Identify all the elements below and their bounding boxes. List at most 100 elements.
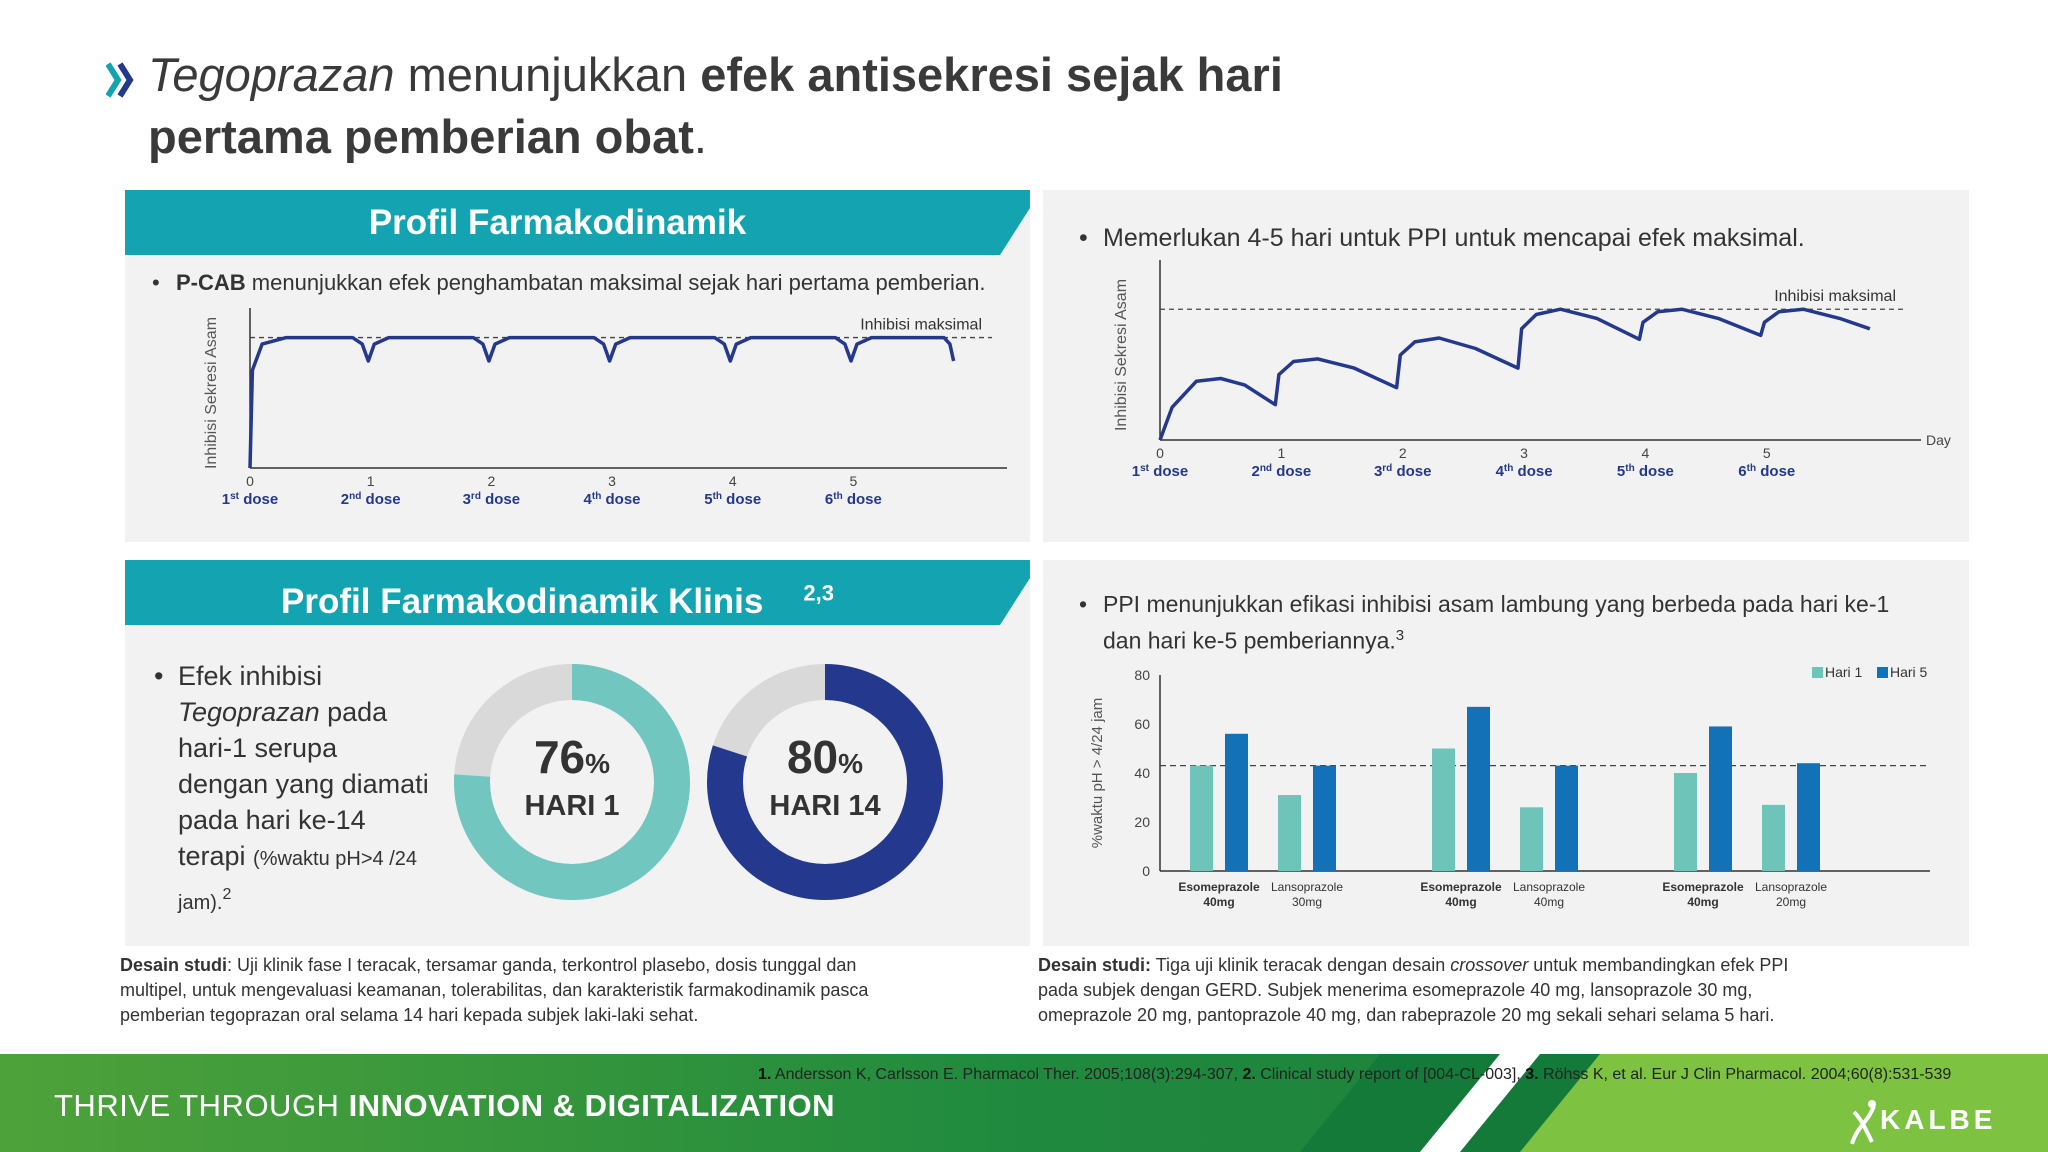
bar (1190, 765, 1213, 871)
dose-number: 6 (825, 491, 833, 508)
dose-label: 5th dose (704, 491, 761, 508)
panel-ppi-profile (1043, 190, 1969, 542)
donut-label-1: HARI 1 (524, 790, 620, 822)
donut-arc (454, 664, 690, 900)
x-tick-label: 20mg (1776, 895, 1806, 909)
title-drug-name: Tegoprazan (148, 48, 395, 101)
title-bold-text-2: pertama pemberian obat (148, 110, 694, 163)
x-tick-label: 2 (1399, 445, 1407, 461)
y-axis-label: %waktu pH > 4/24 jam (1089, 698, 1106, 849)
series-line (248, 335, 956, 469)
dose-text: dose (1272, 463, 1311, 480)
title-text: menunjukkan (394, 48, 701, 101)
banner-sup: 2,3 (803, 580, 834, 605)
bl-line-1: Efek inhibisi (178, 661, 323, 691)
legend-swatch (1812, 667, 1823, 678)
x-tick-label: 0 (246, 473, 254, 489)
dose-label: 1st dose (1132, 463, 1188, 480)
donut-label-2: HARI 14 (769, 790, 881, 822)
footer-slogan: THRIVE THROUGH INNOVATION & DIGITALIZATI… (54, 1088, 836, 1123)
x-tick-label: Lansoprazole (1271, 880, 1343, 894)
dose-text: dose (1635, 463, 1674, 480)
bar (1467, 706, 1490, 871)
bullet-dot-4: • (154, 661, 164, 691)
dose-sup: nd (1260, 463, 1272, 474)
title-bold-text: efek antisekresi sejak hari (700, 48, 1283, 101)
x-tick-label: 4 (1642, 445, 1650, 461)
reference-label: Inhibisi maksimal (860, 317, 982, 334)
dose-label: 5th dose (1617, 463, 1674, 480)
bl-line-2: pada (319, 697, 388, 727)
dose-label: 6th dose (1738, 463, 1795, 480)
reference-label: Inhibisi maksimal (1774, 288, 1896, 305)
banner-shape-2 (125, 560, 1030, 625)
x-tick-label: Esomeprazole (1420, 880, 1502, 894)
dose-sup: th (713, 491, 722, 502)
chart-ppi-line: Inhibisi Sekresi Asam Day Inhibisi maksima… (1113, 260, 1951, 480)
dose-text: dose (361, 491, 400, 508)
bar (1520, 807, 1543, 871)
bullet-text: menunjukkan efek penghambatan maksimal s… (245, 270, 986, 295)
banner-title: Profil Farmakodinamik (368, 203, 747, 242)
dose-number: 5 (1617, 463, 1625, 480)
study-r-line-1b: untuk membandingkan efek PPI (1528, 955, 1789, 975)
bullet-sup: 3 (1395, 627, 1405, 644)
bullet-line-2: dan hari ke-5 pemberiannya. (1103, 627, 1396, 654)
x-tick-label: Esomeprazole (1662, 880, 1744, 894)
study-r-line-3: omeprazole 20 mg, pantoprazole 40 mg, da… (1038, 1005, 1775, 1025)
study-design-right: Desain studi: Tiga uji klinik teracak de… (1038, 953, 1958, 1028)
panel-ppi-bars (1043, 560, 1969, 946)
dose-number: 1 (222, 491, 230, 508)
bar (1432, 748, 1455, 871)
study-label-2: Desain studi: (1038, 955, 1152, 975)
legend-swatch (1877, 667, 1888, 678)
y-axis-label: Inhibisi Sekresi Asam (1113, 279, 1130, 431)
dose-label: 3rd dose (1374, 463, 1432, 480)
x-tick-label: Esomeprazole (1178, 880, 1260, 894)
donut-value-2: 80% (786, 731, 864, 783)
footer-background (0, 1054, 2048, 1152)
banner-shape (125, 190, 1030, 255)
dose-number: 4 (1496, 463, 1505, 480)
dose-text: dose (481, 491, 520, 508)
legend-label: Hari 5 (1890, 664, 1928, 680)
y-tick-label: 60 (1134, 716, 1150, 732)
donut-arc (707, 664, 943, 900)
dose-text: dose (1756, 463, 1795, 480)
study-r-italic: crossover (1450, 955, 1529, 975)
bl-line-4: dengan yang diamati (178, 769, 429, 799)
study-r-line-2: pada subjek dengan GERD. Subjek menerima… (1038, 980, 1753, 1000)
dose-sup: th (1625, 463, 1634, 474)
dose-label: 2nd dose (341, 491, 401, 508)
bl-line-3: hari-1 serupa (178, 733, 338, 763)
donut-hari-14: 80% HARI 14 (705, 662, 945, 902)
y-tick-label: 40 (1134, 765, 1150, 781)
bullet-text-2: Memerlukan 4-5 hari untuk PPI untuk menc… (1103, 224, 1805, 252)
dose-label: 4th dose (1496, 463, 1553, 480)
dose-sup: th (1747, 463, 1756, 474)
dose-label: 2nd dose (1251, 463, 1311, 480)
bullet-bold: P-CAB (176, 270, 246, 295)
title-period: . (693, 110, 707, 163)
dose-text: dose (239, 491, 278, 508)
dose-number: 6 (1738, 463, 1746, 480)
bl-sup: 2 (222, 886, 232, 903)
dose-number: 2 (1251, 463, 1259, 480)
kalbe-logo-icon (1850, 1100, 1876, 1145)
dose-number: 4 (584, 491, 593, 508)
donut-ring-1 (454, 664, 690, 900)
bl-line-7: jam). (178, 892, 223, 914)
bullet-ppi: • Memerlukan 4-5 hari untuk PPI untuk me… (1079, 224, 1963, 253)
donut-hari-1: 76% HARI 1 (452, 662, 692, 902)
dose-label: 3rd dose (463, 491, 521, 508)
bl-line-6-small: (%waktu pH>4 /24 (253, 848, 418, 870)
dose-sup: nd (349, 491, 361, 502)
study-line-3: pemberian tegoprazan oral selama 14 hari… (120, 1005, 699, 1025)
bullet-line-1: PPI menunjukkan efikasi inhibisi asam la… (1103, 591, 1890, 617)
x-tick-label: 1 (1277, 445, 1285, 461)
x-tick-label: 30mg (1292, 895, 1322, 909)
x-tick-label: Lansoprazole (1755, 880, 1827, 894)
footer: THRIVE THROUGH INNOVATION & DIGITALIZATI… (0, 1054, 2048, 1152)
x-tick-label: 4 (729, 473, 737, 489)
